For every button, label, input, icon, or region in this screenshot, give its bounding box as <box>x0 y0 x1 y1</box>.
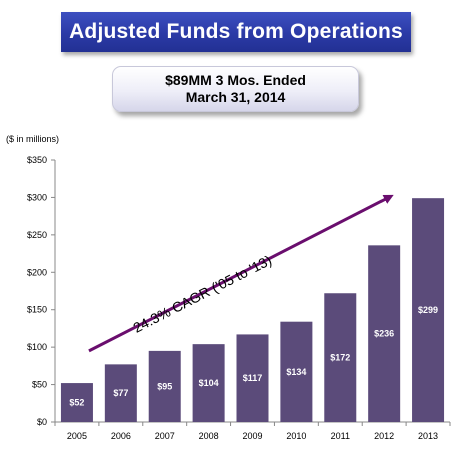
y-tick-label: $300 <box>27 192 47 202</box>
chart-title-banner: Adjusted Funds from Operations <box>61 12 411 52</box>
bar-2013 <box>412 198 445 422</box>
y-tick-label: $100 <box>27 342 47 352</box>
unit-label: ($ in millions) <box>6 134 60 144</box>
bar-value-label: $52 <box>69 398 84 408</box>
x-tick-label: 2009 <box>242 431 262 441</box>
cagr-annotation: 24.3% CAGR ('05 to '13) <box>130 252 274 336</box>
bar-value-label: $134 <box>286 367 306 377</box>
x-tick-label: 2013 <box>418 431 438 441</box>
callout-line-2: March 31, 2014 <box>185 89 286 105</box>
bar-2010 <box>280 321 313 422</box>
x-tick-label: 2006 <box>111 431 131 441</box>
bar-value-label: $117 <box>243 373 263 383</box>
bar-2008 <box>192 344 225 422</box>
chart-title: Adjusted Funds from Operations <box>69 20 403 43</box>
quarter-callout-box: $89MM 3 Mos. Ended March 31, 2014 <box>112 66 359 112</box>
y-tick-label: $50 <box>32 380 47 390</box>
bar-2011 <box>324 293 357 422</box>
y-tick-label: $250 <box>27 230 47 240</box>
bar-2006 <box>104 364 137 422</box>
x-tick-label: 2012 <box>374 431 394 441</box>
bar-value-label: $172 <box>330 353 350 363</box>
cagr-arrow <box>88 194 394 353</box>
bar-value-label: $77 <box>113 388 128 398</box>
x-tick-label: 2011 <box>331 431 350 441</box>
x-tick-label: 2005 <box>67 431 87 441</box>
bar-value-label: $95 <box>157 381 172 391</box>
bar-2005 <box>60 383 93 422</box>
bar-2012 <box>368 245 401 422</box>
bar-2009 <box>236 334 269 422</box>
y-tick-label: $150 <box>27 305 47 315</box>
callout-line-1: $89MM 3 Mos. Ended <box>165 72 306 88</box>
bar-value-label: $104 <box>199 378 219 388</box>
bar-value-label: $236 <box>374 329 394 339</box>
y-tick-label: $350 <box>27 155 47 165</box>
y-tick-label: $200 <box>27 267 47 277</box>
bar-value-label: $299 <box>418 305 438 315</box>
x-tick-label: 2008 <box>199 431 219 441</box>
x-tick-label: 2010 <box>286 431 306 441</box>
bar-2007 <box>148 350 181 422</box>
x-tick-label: 2007 <box>155 431 175 441</box>
y-tick-label: $0 <box>37 417 47 427</box>
